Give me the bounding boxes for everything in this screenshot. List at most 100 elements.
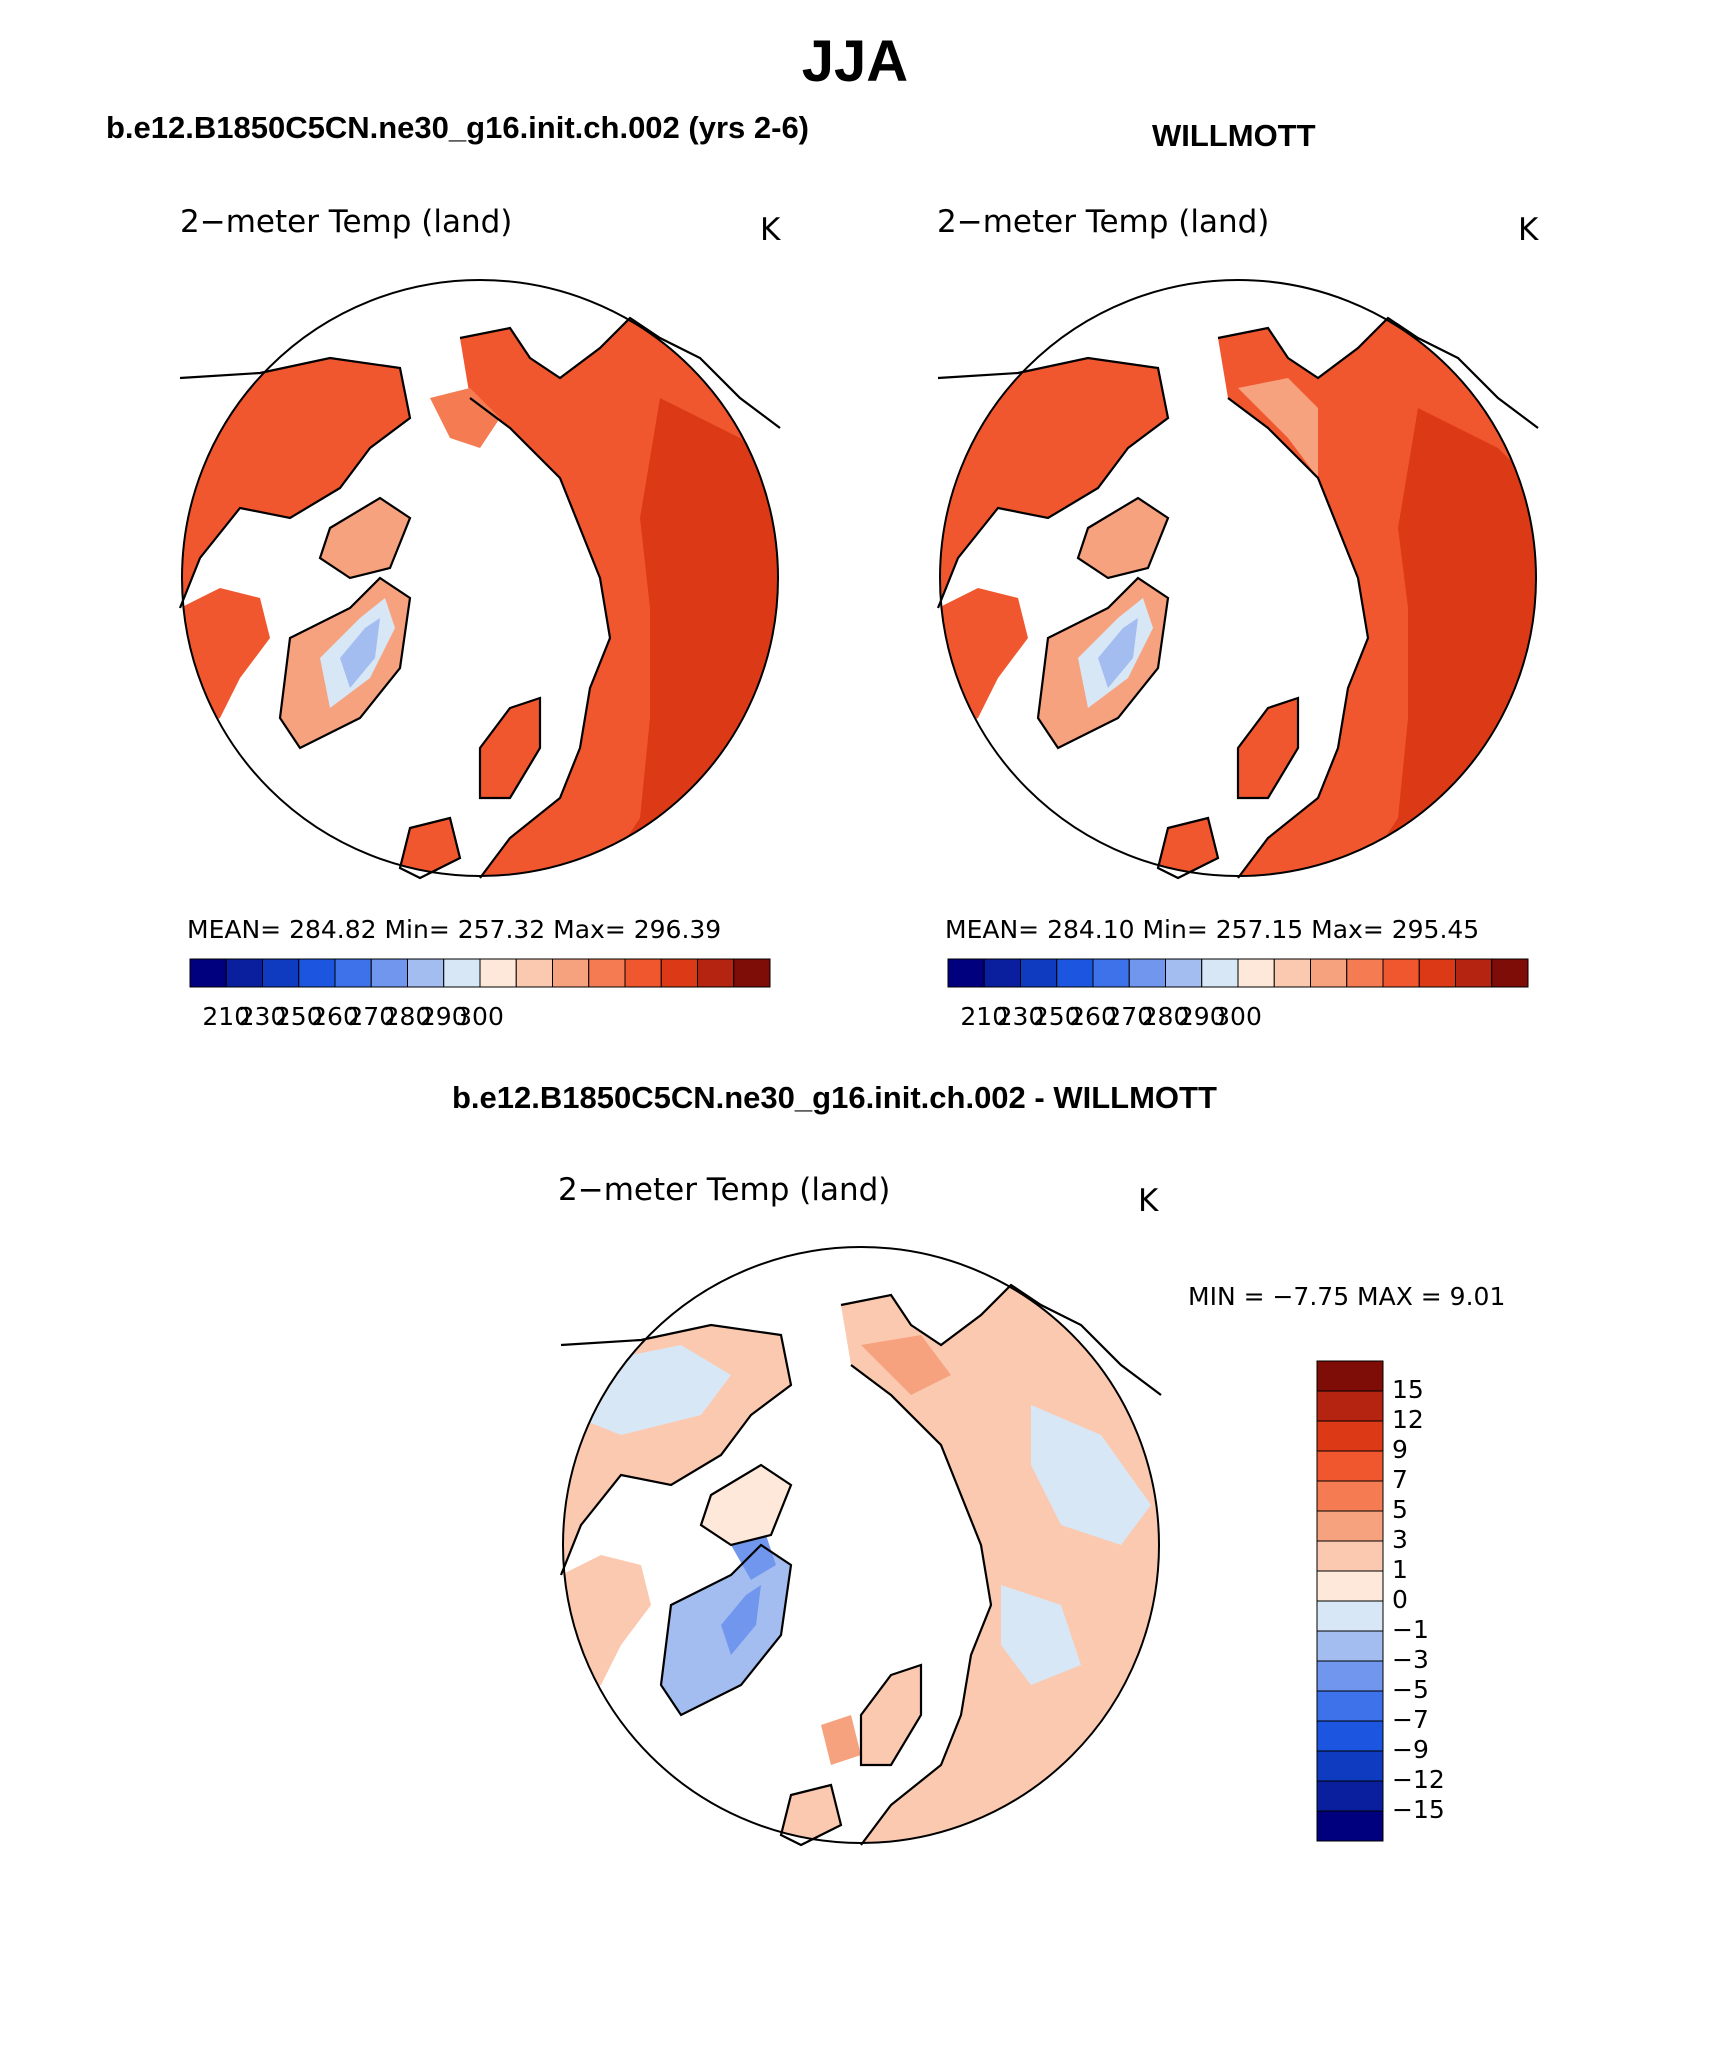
colorbar-swatch (515, 958, 553, 988)
model-land-fill (182, 318, 778, 876)
colorbar-swatch (443, 958, 481, 988)
model-map-boundary (181, 279, 779, 877)
colorbar-tick-label: 0 (1392, 1585, 1408, 1614)
colorbar-tick-label: 260 (311, 1002, 359, 1031)
model-units: K (760, 212, 781, 248)
colorbar-swatch (262, 958, 300, 988)
colorbar-swatch (407, 958, 445, 988)
obs-stats: MEAN= 284.10 Min= 257.15 Max= 295.45 (945, 915, 1480, 944)
colorbar-swatch (1316, 1630, 1384, 1662)
colorbar-swatch (733, 958, 771, 988)
model-polar-map (178, 279, 781, 880)
colorbar-tick-label: 290 (419, 1002, 468, 1031)
colorbar-tick-label: 15 (1392, 1375, 1424, 1404)
colorbar-swatch (1201, 958, 1239, 988)
colorbar-swatch (1418, 958, 1456, 988)
colorbar-swatch (225, 958, 263, 988)
diff-units: K (1138, 1183, 1159, 1219)
colorbar-swatch (1316, 1810, 1384, 1842)
colorbar-tick-label: 230 (238, 1002, 287, 1031)
colorbar-tick-label: 250 (274, 1002, 323, 1031)
colorbar-tick-label: 3 (1392, 1525, 1408, 1554)
colorbar-swatch (1092, 958, 1130, 988)
colorbar-swatch (1316, 1540, 1384, 1572)
colorbar-swatch (1316, 1690, 1384, 1722)
colorbar-swatch (1316, 1720, 1384, 1752)
colorbar-swatch (334, 958, 372, 988)
colorbar-tick-label: −9 (1392, 1735, 1429, 1764)
obs-polar-map (936, 279, 1539, 880)
colorbar-swatch (1346, 958, 1384, 988)
model-colorbar (189, 958, 771, 988)
colorbar-tick-label: 270 (1105, 1002, 1154, 1031)
colorbar-tick-label: −1 (1392, 1615, 1429, 1644)
colorbar-swatch (1020, 958, 1058, 988)
colorbar-tick-label: 7 (1392, 1465, 1408, 1494)
diff-panel-title: b.e12.B1850C5CN.ne30_g16.init.ch.002 - W… (452, 1080, 1217, 1115)
colorbar-swatch (1316, 1600, 1384, 1632)
colorbar-tick-label: 260 (1069, 1002, 1117, 1031)
colorbar-swatch (660, 958, 698, 988)
colorbar-swatch (1316, 1780, 1384, 1812)
diff-subtitle: 2−meter Temp (land) (558, 1172, 891, 1208)
colorbar-tick-label: 210 (960, 1002, 1009, 1031)
colorbar-tick-label: 300 (456, 1002, 504, 1031)
colorbar-swatch (1316, 1420, 1384, 1452)
colorbar-swatch (983, 958, 1021, 988)
obs-subtitle: 2−meter Temp (land) (937, 204, 1270, 240)
colorbar-swatch (947, 958, 985, 988)
obs-map-boundary (939, 279, 1537, 877)
colorbar-swatch (479, 958, 517, 988)
obs-colorbar (947, 958, 1529, 988)
colorbar-swatch (1316, 1390, 1384, 1422)
colorbar-swatch (697, 958, 735, 988)
model-subtitle: 2−meter Temp (land) (180, 204, 513, 240)
colorbar-swatch (1382, 958, 1420, 988)
colorbar-swatch (1316, 1480, 1384, 1512)
colorbar-tick-label: 210 (202, 1002, 251, 1031)
colorbar-swatch (1316, 1510, 1384, 1542)
colorbar-swatch (1310, 958, 1348, 988)
colorbar-swatch (1316, 1360, 1384, 1392)
colorbar-swatch (298, 958, 336, 988)
diff-coastlines (559, 1283, 1162, 1847)
colorbar-tick-label: 290 (1177, 1002, 1226, 1031)
colorbar-swatch (1455, 958, 1493, 988)
diff-map-boundary (562, 1246, 1160, 1844)
season-title: JJA (801, 29, 909, 94)
obs-coastlines (936, 316, 1539, 880)
obs-units: K (1518, 212, 1539, 248)
colorbar-tick-label: −5 (1392, 1675, 1429, 1704)
model-coastlines (178, 316, 781, 880)
model-panel-title: b.e12.B1850C5CN.ne30_g16.init.ch.002 (yr… (106, 110, 810, 145)
colorbar-tick-label: −12 (1392, 1765, 1445, 1794)
colorbar-swatch (1273, 958, 1311, 988)
colorbar-tick-label: −3 (1392, 1645, 1429, 1674)
model-stats: MEAN= 284.82 Min= 257.32 Max= 296.39 (187, 915, 722, 944)
colorbar-tick-label: 5 (1392, 1495, 1408, 1524)
diff-colorbar (1316, 1360, 1384, 1842)
colorbar-tick-label: 9 (1392, 1435, 1408, 1464)
colorbar-tick-label: 230 (996, 1002, 1045, 1031)
colorbar-tick-label: 280 (383, 1002, 432, 1031)
colorbar-tick-label: −15 (1392, 1795, 1445, 1824)
colorbar-swatch (1491, 958, 1529, 988)
colorbar-swatch (1316, 1750, 1384, 1782)
colorbar-tick-label: 270 (347, 1002, 396, 1031)
obs-panel-title: WILLMOTT (1152, 118, 1316, 153)
colorbar-swatch (1165, 958, 1203, 988)
colorbar-swatch (552, 958, 590, 988)
colorbar-swatch (1128, 958, 1166, 988)
colorbar-swatch (1316, 1450, 1384, 1482)
colorbar-swatch (624, 958, 662, 988)
colorbar-tick-label: 1 (1392, 1555, 1408, 1584)
colorbar-swatch (189, 958, 227, 988)
colorbar-swatch (1056, 958, 1094, 988)
diff-polar-map (559, 1246, 1162, 1847)
colorbar-swatch (588, 958, 626, 988)
colorbar-tick-label: 300 (1214, 1002, 1262, 1031)
colorbar-tick-label: 250 (1032, 1002, 1081, 1031)
colorbar-tick-label: 12 (1392, 1405, 1424, 1434)
diff-stats: MIN = −7.75 MAX = 9.01 (1188, 1282, 1506, 1311)
colorbar-swatch (1237, 958, 1275, 988)
